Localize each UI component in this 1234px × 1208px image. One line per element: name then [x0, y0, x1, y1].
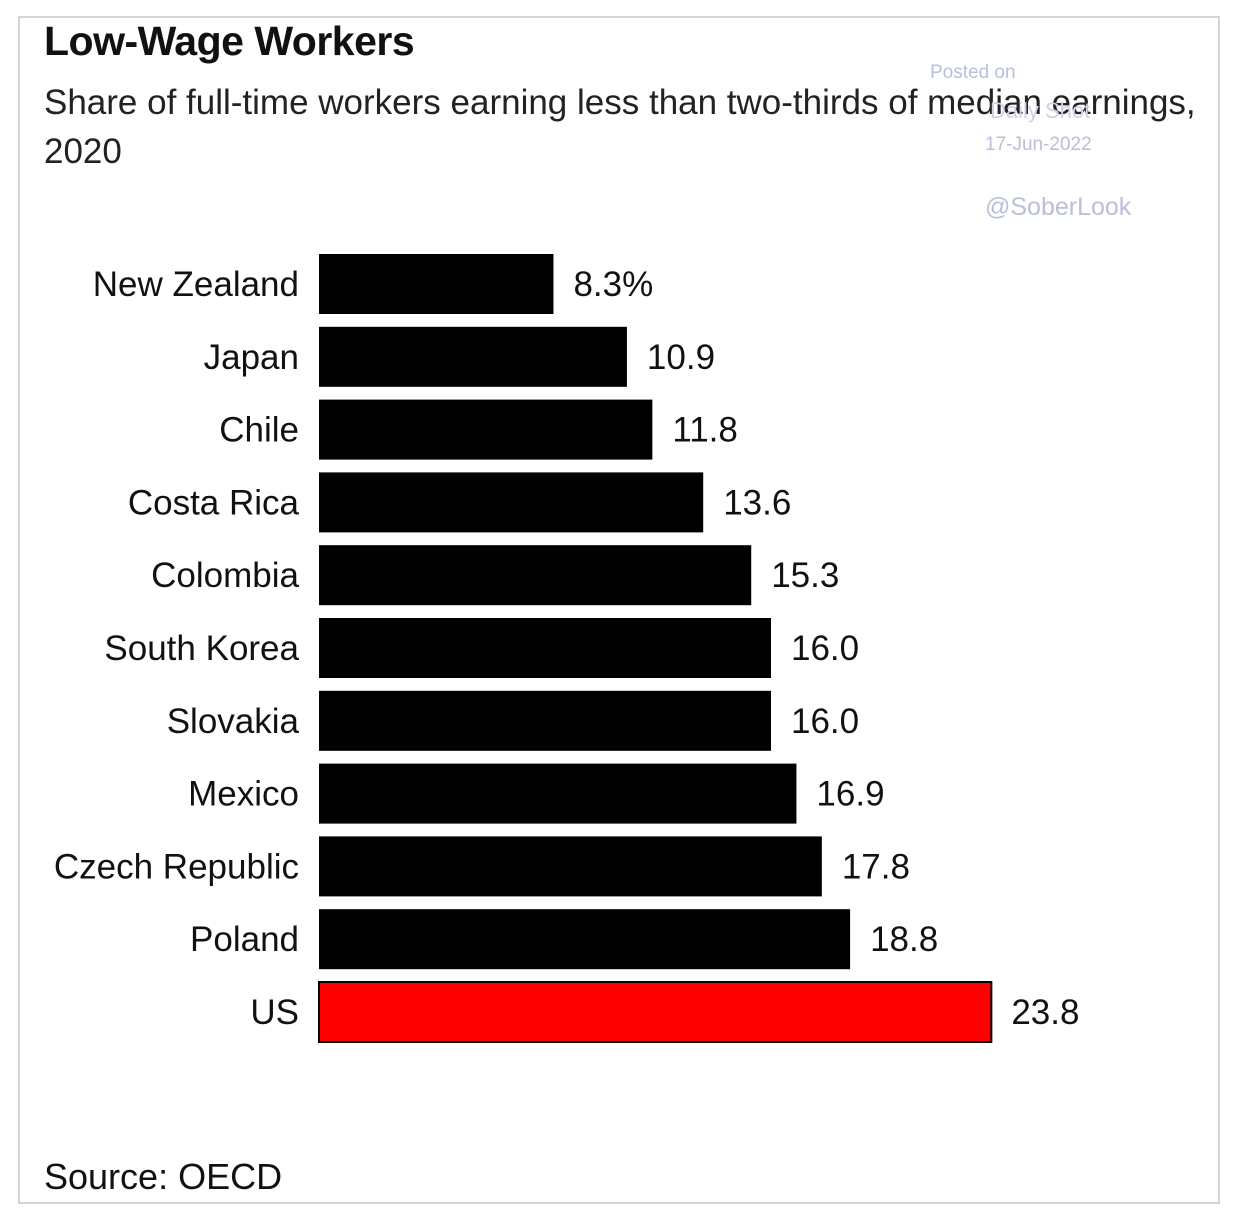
bar-new-zealand: [319, 254, 554, 314]
bar-us: [318, 981, 993, 1043]
source-note: Source: OECD: [44, 1156, 283, 1197]
category-label: Costa Rica: [128, 483, 300, 522]
value-label: 16.9: [816, 775, 884, 814]
value-label: 18.8: [870, 920, 938, 959]
bar-poland: [319, 909, 851, 970]
chart-subtitle: Share of full-time workers earning less …: [44, 83, 1196, 171]
category-label: Czech Republic: [54, 847, 299, 886]
bar-czech-republic: [319, 836, 822, 897]
bar-chile: [319, 399, 653, 460]
chart-title: Low-Wage Workers: [44, 18, 415, 64]
bar-costa-rica: [319, 472, 704, 533]
category-label: Colombia: [151, 556, 299, 595]
category-label: US: [250, 993, 299, 1032]
watermark-date: 17-Jun-2022: [985, 134, 1092, 155]
bar-slovakia: [319, 690, 771, 751]
value-label: 23.8: [1011, 993, 1079, 1032]
category-label: Poland: [190, 920, 299, 959]
bar-japan: [319, 326, 627, 387]
category-label: New Zealand: [93, 265, 299, 304]
value-label: 17.8: [842, 847, 910, 886]
category-label: Slovakia: [167, 702, 300, 741]
category-label: Chile: [219, 411, 299, 450]
value-label: 15.3: [771, 556, 839, 595]
watermark-blog: Daily Shot: [990, 98, 1091, 123]
category-label: Japan: [204, 338, 299, 377]
watermark-handle: @SoberLook: [985, 193, 1132, 221]
bar-colombia: [319, 545, 752, 606]
value-label: 8.3%: [573, 265, 653, 304]
value-label: 16.0: [791, 629, 859, 668]
category-label: South Korea: [104, 629, 299, 668]
value-label: 16.0: [791, 702, 859, 741]
watermark-posted: Posted on: [930, 62, 1016, 83]
value-label: 10.9: [647, 338, 715, 377]
category-label: Mexico: [188, 775, 299, 814]
bar-south-korea: [319, 618, 771, 678]
bar-mexico: [319, 763, 797, 824]
value-label: 13.6: [723, 483, 791, 522]
value-label: 11.8: [672, 411, 738, 450]
